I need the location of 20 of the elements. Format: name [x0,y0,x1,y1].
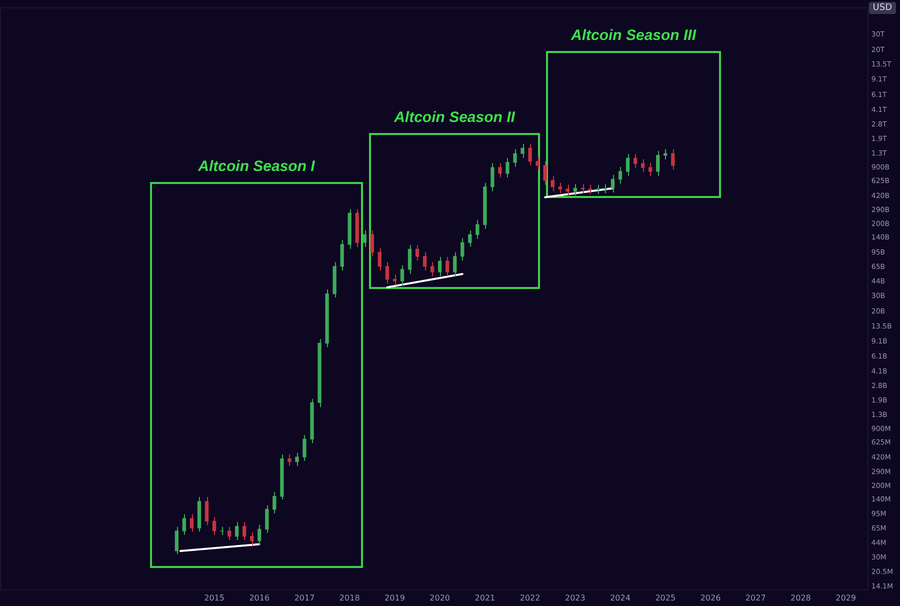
x-tick-label: 2027 [745,593,766,602]
x-tick-label: 2023 [564,593,586,602]
annotation: Altcoin Season III [570,27,696,44]
x-tick-label: 2018 [339,593,360,602]
x-tick-label: 2028 [790,593,811,602]
x-tick-label: 2016 [249,593,270,602]
x-tick-label: 2029 [836,593,856,602]
x-tick-label: 2024 [610,593,630,602]
x-tick-label: 2026 [700,593,721,602]
x-tick-label: 2022 [520,593,540,602]
x-tick-label: 2025 [655,593,676,602]
x-tick-label: 2017 [294,593,315,602]
y-axis-title: USD [868,2,896,14]
x-tick-label: 2020 [430,593,450,602]
candlestick [220,526,224,536]
annotation: Altcoin Season II [394,109,515,126]
x-tick-label: 2019 [384,593,405,602]
x-tick-label: 2021 [474,593,496,602]
x-tick-label: 2015 [204,593,224,602]
annotation: Altcoin Season I [198,158,315,175]
